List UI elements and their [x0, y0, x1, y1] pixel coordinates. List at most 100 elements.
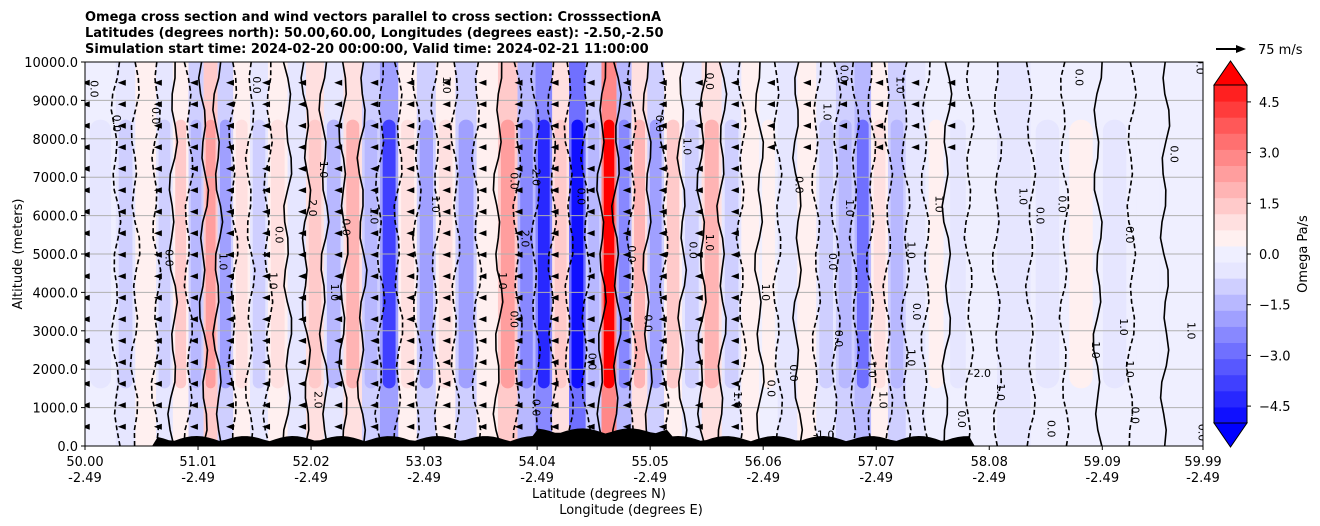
wind-vector	[694, 230, 703, 237]
wind-vector	[622, 294, 631, 301]
colorbar-swatch	[1214, 326, 1247, 344]
contour-line	[1092, 62, 1103, 446]
wind-vector	[875, 122, 884, 129]
wind-vector	[370, 122, 379, 129]
wind-vector	[153, 208, 162, 215]
wind-vector	[478, 208, 487, 215]
wind-vector	[911, 144, 920, 151]
wind-vector	[189, 251, 198, 258]
x-tick-label-latitude: 51.01	[179, 455, 216, 470]
wind-vector	[514, 165, 523, 172]
wind-vector	[586, 251, 595, 258]
wind-vector	[189, 402, 198, 409]
wind-vector	[153, 273, 162, 280]
contour-line	[830, 62, 842, 446]
wind-vector	[730, 316, 739, 323]
wind-vector	[550, 380, 559, 387]
contour-line	[1159, 62, 1171, 446]
wind-vector	[658, 251, 667, 258]
wind-vector	[117, 316, 126, 323]
contour-label: 1.0	[1117, 318, 1130, 336]
contour-line	[865, 62, 877, 446]
colorbar-swatch	[1214, 374, 1247, 392]
wind-vector	[225, 251, 234, 258]
x-tick-label-latitude: 59.99	[1184, 455, 1221, 470]
contour-line	[1058, 62, 1070, 446]
contour-label: 0.0	[625, 245, 638, 263]
wind-vector	[658, 79, 667, 86]
contour-label: 1.0	[496, 272, 509, 290]
wind-vector	[766, 79, 775, 86]
wind-vector	[586, 294, 595, 301]
wind-vector	[153, 101, 162, 108]
x-tick-label-longitude: -2.49	[68, 471, 102, 486]
wind-vector	[586, 122, 595, 129]
wind-vector	[117, 251, 126, 258]
contour-line	[900, 62, 912, 446]
wind-vector	[478, 187, 487, 194]
colorbar-swatch	[1214, 213, 1247, 231]
wind-vector	[478, 402, 487, 409]
contour-line	[642, 62, 653, 446]
contour-line	[356, 62, 368, 446]
wind-vector	[406, 79, 415, 86]
x-tick-label-longitude: -2.49	[746, 471, 780, 486]
wind-vector	[189, 273, 198, 280]
wind-vector	[514, 79, 523, 86]
wind-vector	[225, 208, 234, 215]
wind-vector	[658, 294, 667, 301]
wind-vector	[478, 230, 487, 237]
wind-vector	[406, 423, 415, 430]
wind-vector	[622, 337, 631, 344]
title-line-3: Simulation start time: 2024-02-20 00:00:…	[85, 42, 649, 57]
contour-label: 0.0	[149, 107, 162, 125]
wind-vector	[334, 187, 343, 194]
wind-vector	[442, 122, 451, 129]
wind-vector	[478, 122, 487, 129]
wind-vector	[298, 423, 307, 430]
wind-vector	[478, 165, 487, 172]
wind-vector	[514, 251, 523, 258]
wind-vector	[694, 380, 703, 387]
wind-vector	[478, 423, 487, 430]
wind-vector	[153, 144, 162, 151]
wind-vector	[370, 101, 379, 108]
contour-line	[848, 62, 860, 446]
wind-vector	[658, 359, 667, 366]
wind-vector	[406, 316, 415, 323]
x-tick-label-longitude: -2.49	[1186, 471, 1220, 486]
wind-vector	[622, 144, 631, 151]
wind-vector	[225, 122, 234, 129]
wind-vector	[370, 316, 379, 323]
wind-vector	[117, 359, 126, 366]
wind-vector	[334, 359, 343, 366]
wind-vector	[694, 208, 703, 215]
contour-line	[167, 62, 179, 446]
contour-label: 1.0	[703, 234, 716, 252]
wind-vector	[839, 79, 848, 86]
contour-line	[1024, 62, 1037, 446]
wind-vector	[586, 101, 595, 108]
x-tick-label-latitude: 56.06	[745, 455, 782, 470]
x-tick-label-longitude: -2.49	[633, 471, 667, 486]
wind-vector	[117, 165, 126, 172]
x-tick-label-latitude: 59.09	[1084, 455, 1121, 470]
wind-vector	[189, 79, 198, 86]
wind-vector	[586, 337, 595, 344]
contour-label: 1.0	[821, 103, 834, 121]
wind-vector	[550, 316, 559, 323]
quiver-key: 75 m/s	[1216, 43, 1303, 58]
contour-label: 0.0	[339, 218, 352, 236]
wind-vector	[586, 187, 595, 194]
wind-vector	[766, 122, 775, 129]
contour-label: 1.0	[905, 241, 918, 259]
wind-vector	[117, 144, 126, 151]
title-line-2: Latitudes (degrees north): 50.00,60.00, …	[85, 26, 664, 41]
wind-vector	[370, 380, 379, 387]
x-tick-label-longitude: -2.49	[294, 471, 328, 486]
quiver-key-label: 75 m/s	[1258, 43, 1303, 58]
wind-vector	[85, 294, 90, 301]
contour-label: 1.0	[865, 360, 878, 378]
wind-vector	[262, 79, 271, 86]
contour-line	[754, 62, 765, 446]
